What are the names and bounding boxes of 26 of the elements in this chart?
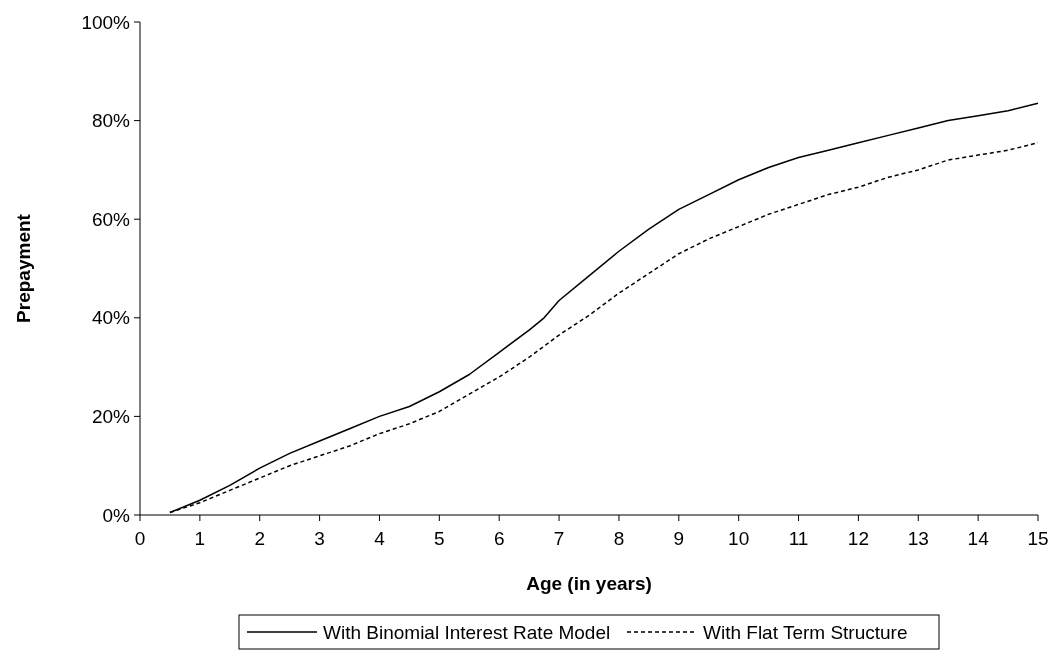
y-tick-label: 20% — [91, 406, 131, 428]
x-tick-label: 5 — [434, 528, 445, 549]
x-tick-label: 7 — [553, 528, 565, 549]
x-tick-label: 10 — [728, 528, 750, 549]
legend-label: With Binomial Interest Rate Model — [323, 621, 611, 643]
x-tick-label: 14 — [967, 528, 990, 549]
y-axis-title: Prepayment — [13, 213, 34, 323]
x-tick-label: 12 — [847, 528, 869, 549]
x-tick-label: 1 — [194, 528, 206, 549]
x-tick-label: 9 — [673, 528, 685, 549]
x-tick-label: 8 — [613, 528, 625, 549]
x-tick-label: 4 — [374, 528, 386, 549]
legend-label: With Flat Term Structure — [703, 621, 908, 643]
x-tick-label: 0 — [134, 528, 146, 549]
x-tick-label: 3 — [314, 528, 325, 549]
x-tick-label: 2 — [254, 528, 266, 549]
x-tick-label: 11 — [788, 528, 809, 549]
y-tick-label: 40% — [91, 307, 131, 329]
y-tick-label: 80% — [91, 110, 131, 132]
x-tick-label: 13 — [907, 528, 929, 549]
x-tick-label: 15 — [1027, 528, 1049, 549]
x-axis-title: Age (in years) — [526, 573, 652, 594]
y-tick-label: 0% — [102, 504, 131, 526]
y-tick-label: 60% — [91, 208, 131, 230]
x-tick-label: 6 — [493, 528, 505, 549]
y-tick-label: 100% — [81, 11, 131, 33]
